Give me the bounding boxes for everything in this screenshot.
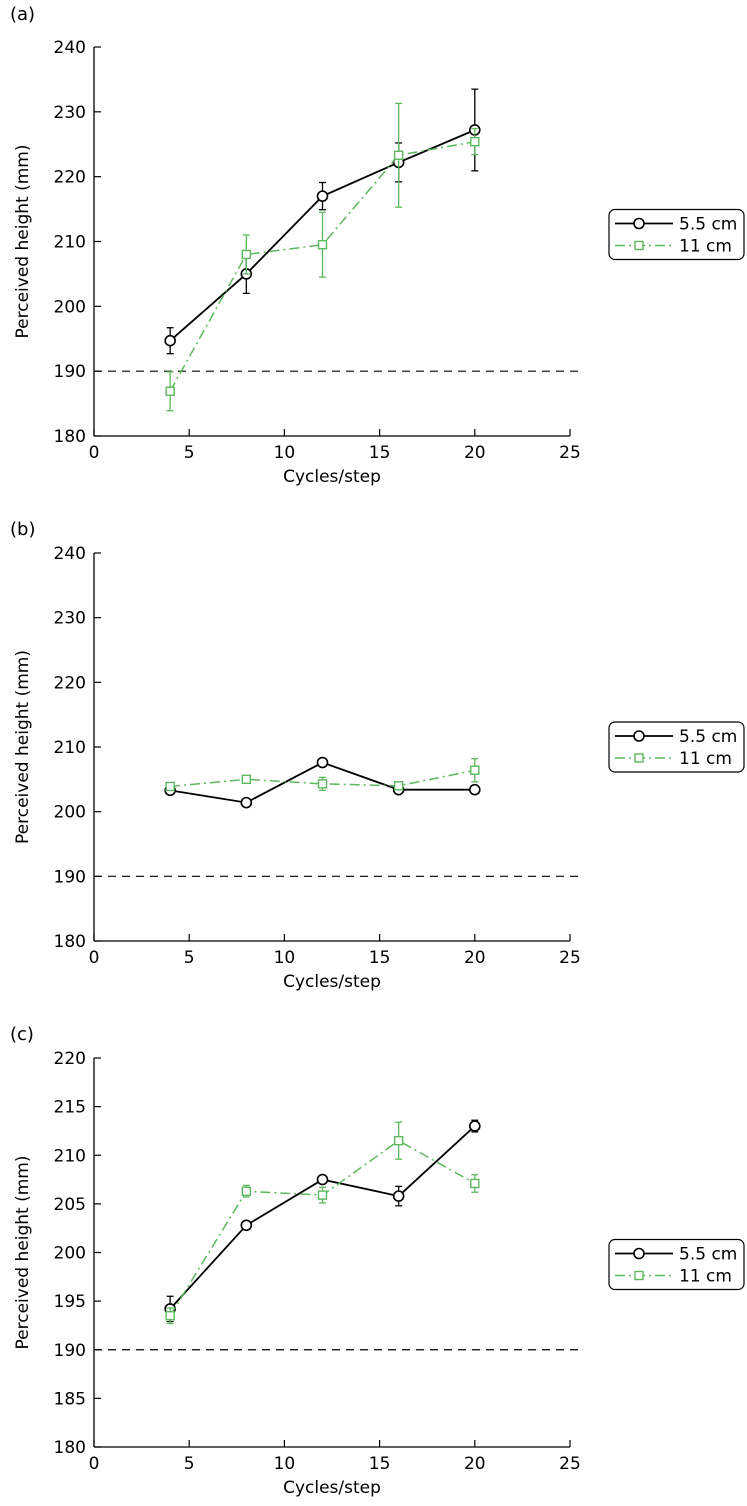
panel-label: (c) (10, 1024, 34, 1045)
y-tick-label: 210 (54, 233, 86, 253)
legend-marker-square (634, 1270, 644, 1281)
data-point-circle (240, 1219, 253, 1232)
x-tick-label: 25 (559, 1454, 581, 1474)
y-tick-label: 220 (54, 673, 86, 693)
y-tick-label: 230 (54, 609, 86, 629)
x-tick-label: 0 (89, 1454, 100, 1474)
series-line-2 (170, 769, 475, 788)
series-line-2 (169, 140, 475, 392)
y-tick-label: 185 (54, 1389, 86, 1409)
legend-label: 5.5 cm (679, 727, 737, 747)
y-tick-label: 210 (54, 1146, 86, 1166)
legend-marker-circle (633, 1247, 645, 1260)
legend-marker-square (634, 240, 644, 251)
x-tick-label: 10 (274, 1454, 296, 1474)
data-point-circle (164, 334, 176, 347)
data-point-circle (316, 1173, 329, 1186)
y-tick-label: 240 (54, 544, 86, 564)
x-tick-label: 15 (369, 948, 391, 968)
y-tick-label: 240 (54, 38, 86, 58)
data-point-square (317, 1190, 328, 1200)
x-tick-label: 10 (274, 948, 296, 968)
legend-label: 11 cm (679, 237, 732, 257)
y-tick-label: 230 (54, 103, 86, 123)
data-point-square (165, 1311, 175, 1321)
x-axis-label: Cycles/step (283, 972, 381, 992)
data-point-square (393, 781, 404, 791)
data-point-square (241, 1186, 252, 1196)
x-tick-label: 0 (89, 948, 100, 968)
data-point-circle (468, 1120, 481, 1132)
x-tick-label: 25 (559, 443, 581, 463)
legend-label: 5.5 cm (679, 1245, 737, 1265)
y-tick-label: 180 (54, 1438, 86, 1458)
panel-label: (b) (10, 519, 35, 540)
data-point-circle (316, 190, 329, 202)
x-tick-label: 10 (274, 443, 296, 463)
data-point-square (317, 779, 328, 789)
legend-label: 5.5 cm (679, 215, 737, 235)
legend-label: 11 cm (679, 1267, 732, 1287)
data-point-circle (392, 1190, 405, 1202)
x-tick-label: 5 (184, 443, 195, 463)
x-tick-label: 25 (559, 948, 581, 968)
legend-marker-circle (633, 730, 645, 742)
y-tick-label: 195 (54, 1292, 86, 1312)
x-tick-label: 5 (184, 1454, 195, 1474)
x-tick-label: 20 (464, 1454, 486, 1474)
x-tick-label: 20 (464, 948, 486, 968)
legend-marker-square (634, 753, 644, 763)
data-point-square (241, 774, 252, 785)
x-tick-label: 0 (89, 443, 100, 463)
x-axis-label: Cycles/step (283, 1478, 381, 1498)
data-point-square (470, 1178, 480, 1189)
data-point-square (317, 240, 328, 250)
chart-panel-1: (a) 180 190 200 210 220 230 240 0 5 10 15 20 25 Cycles… (10, 4, 745, 487)
y-tick-label: 220 (54, 168, 86, 188)
y-tick-label: 190 (54, 362, 86, 382)
y-tick-label: 215 (54, 1098, 86, 1118)
x-tick-label: 20 (464, 443, 486, 463)
data-point-square (241, 249, 252, 260)
series-line-1 (169, 1125, 476, 1310)
y-tick-label: 200 (54, 297, 86, 317)
y-tick-label: 190 (54, 1341, 86, 1361)
y-tick-label: 205 (54, 1195, 86, 1215)
data-point-circle (468, 783, 481, 796)
x-tick-label: 15 (369, 443, 391, 463)
data-point-square (165, 386, 175, 396)
data-point-square (393, 1135, 404, 1146)
chart-panel-3: (c) 180 185 190 195 200 205 210 215 220 0 5 10 15 20 25… (10, 1024, 745, 1498)
data-point-square (393, 150, 404, 160)
y-tick-label: 200 (54, 1244, 86, 1264)
y-tick-label: 200 (54, 803, 86, 823)
y-tick-label: 190 (54, 867, 86, 887)
y-tick-label: 180 (54, 427, 86, 447)
x-tick-label: 5 (184, 948, 195, 968)
y-axis-label: Perceived height (mm) (13, 650, 33, 844)
y-tick-label: 210 (54, 738, 86, 758)
panel-label: (a) (10, 4, 35, 25)
x-axis-label: Cycles/step (283, 467, 381, 487)
data-point-square (470, 765, 480, 775)
chart-panel-2: (b) 180 190 200 210 220 230 240 0 5 10 15 20 25 Cycles… (10, 519, 745, 992)
data-point-square (165, 781, 175, 792)
y-tick-label: 220 (54, 1049, 86, 1069)
data-point-circle (240, 796, 253, 809)
data-point-square (470, 136, 480, 147)
y-tick-label: 180 (54, 932, 86, 952)
y-axis-label: Perceived height (mm) (13, 1156, 33, 1350)
legend-marker-circle (633, 217, 645, 230)
data-point-circle (316, 756, 329, 769)
legend-label: 11 cm (679, 749, 732, 769)
y-axis-label: Perceived height (mm) (13, 145, 33, 339)
x-tick-label: 15 (369, 1454, 391, 1474)
